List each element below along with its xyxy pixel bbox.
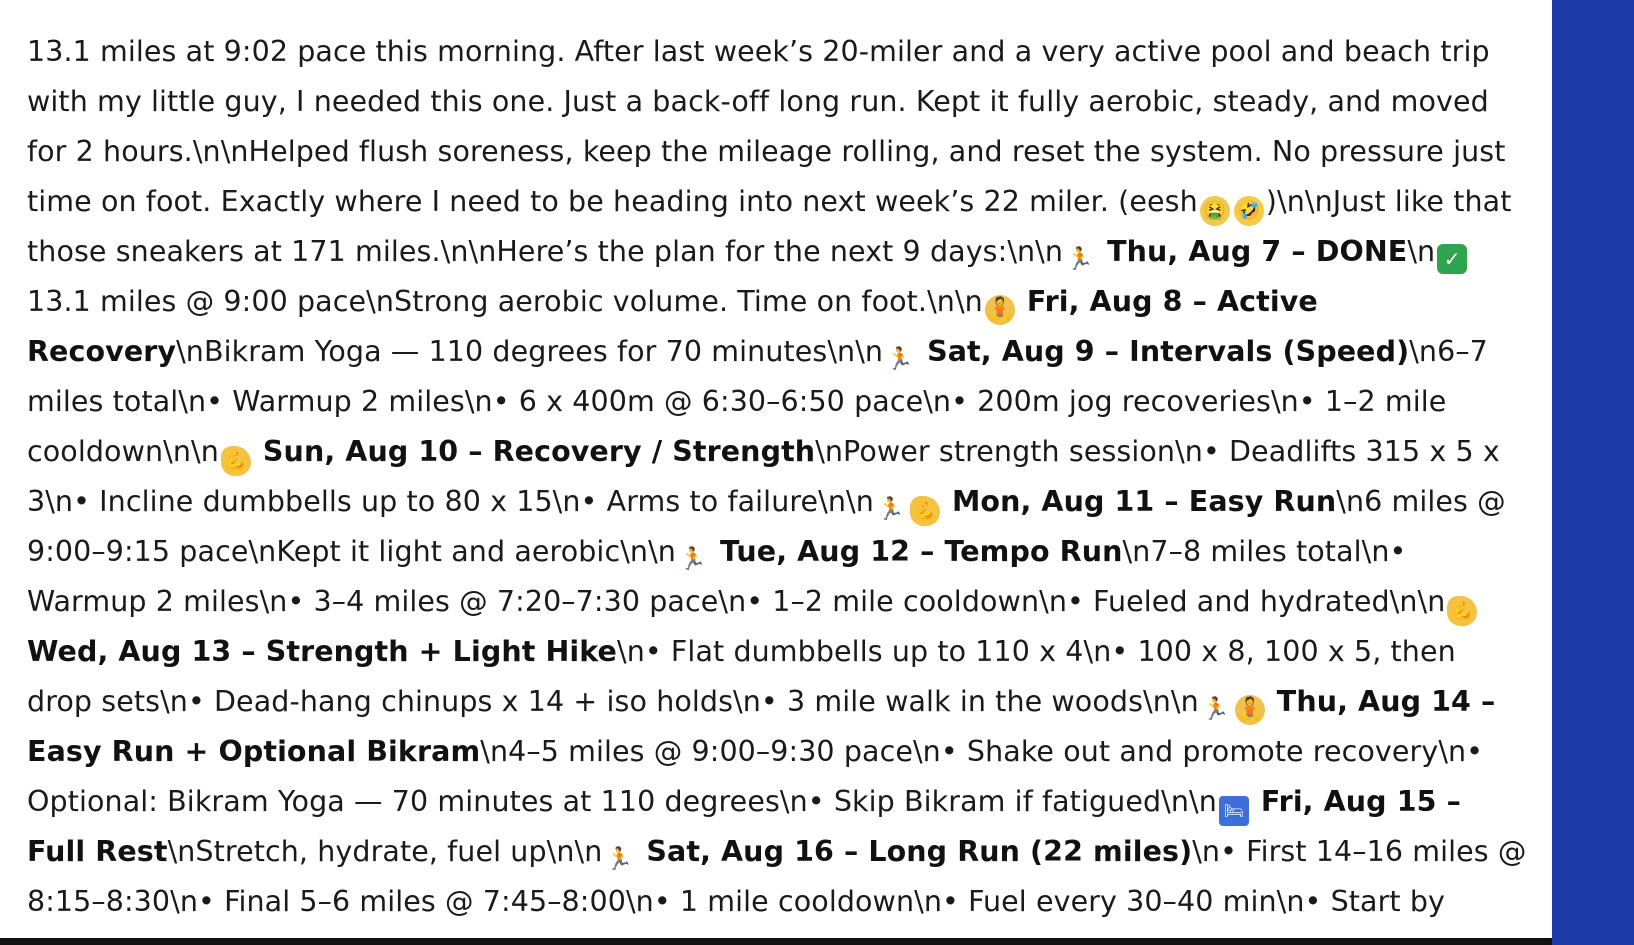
post-text-segment: \n7–8 miles total\n• Warmup 2 miles\n• 3… <box>27 535 1446 618</box>
bottom-bar <box>0 938 1552 945</box>
post-text-segment: \n <box>1407 235 1436 268</box>
sick-face-icon: 🤮 <box>1199 196 1230 226</box>
flexed-biceps-icon: 💪 <box>1447 596 1478 626</box>
day-heading: Tue, Aug 12 – Tempo Run <box>709 535 1123 568</box>
flexed-biceps-icon: 💪 <box>220 446 251 476</box>
day-heading: Sat, Aug 9 – Intervals (Speed) <box>917 335 1410 368</box>
post-text-segment: \n• First 14–16 miles @ 8:15–8:30\n• Fin… <box>27 835 1527 918</box>
laughing-face-icon: 🤣 <box>1233 196 1264 226</box>
post-text-segment: )\n\nJust like that those sneakers at 17… <box>27 185 1512 268</box>
day-heading: Thu, Aug 14 – Easy Run + Optional Bikram <box>27 685 1496 768</box>
post-text-segment: \n6 miles @ 9:00–9:15 pace\nKept it ligh… <box>27 485 1506 568</box>
post-text: 13.1 miles at 9:02 pace this morning. Af… <box>27 27 1527 927</box>
post-text-segment: 13.1 miles at 9:02 pace this morning. Af… <box>27 35 1506 218</box>
post-text-segment: \nBikram Yoga — 110 degrees for 70 minut… <box>176 335 884 368</box>
post-text-segment: \n• Flat dumbbells up to 110 x 4\n• 100 … <box>27 635 1456 718</box>
runner-icon: 🏃 <box>886 347 914 372</box>
check-mark-icon: ✓ <box>1437 244 1468 274</box>
yoga-icon: 🧘 <box>984 295 1015 325</box>
runner-icon: 🏃 <box>1066 247 1094 272</box>
flexed-biceps-icon: 💪 <box>909 496 940 526</box>
post-text-segment: \nPower strength session\n• Deadlifts 31… <box>27 435 1500 518</box>
bed-icon: 🛏 <box>1218 796 1249 826</box>
yoga-icon: 🧘 <box>1234 695 1265 725</box>
day-heading: Wed, Aug 13 – Strength + Light Hike <box>27 635 617 668</box>
day-heading: Fri, Aug 8 – Active Recovery <box>27 285 1318 368</box>
day-heading: Mon, Aug 11 – Easy Run <box>941 485 1337 518</box>
runner-icon: 🏃 <box>679 547 707 572</box>
post-text-segment: \n6–7 miles total\n• Warmup 2 miles\n• 6… <box>27 335 1488 468</box>
post-text-segment: \nStretch, hydrate, fuel up\n\n <box>167 835 603 868</box>
side-panel <box>1552 0 1634 945</box>
runner-icon: 🏃 <box>1202 697 1230 722</box>
day-heading: Sun, Aug 10 – Recovery / Strength <box>252 435 816 468</box>
day-heading: Thu, Aug 7 – DONE <box>1097 235 1408 268</box>
runner-icon: 🏃 <box>877 497 905 522</box>
post-text-segment: \n4–5 miles @ 9:00–9:30 pace\n• Shake ou… <box>27 735 1484 818</box>
post-text-segment: 13.1 miles @ 9:00 pace\nStrong aerobic v… <box>27 285 983 318</box>
runner-icon: 🏃 <box>605 847 634 872</box>
day-heading: Sat, Aug 16 – Long Run (22 miles) <box>636 835 1193 868</box>
day-heading: Fri, Aug 15 – Full Rest <box>27 785 1461 868</box>
